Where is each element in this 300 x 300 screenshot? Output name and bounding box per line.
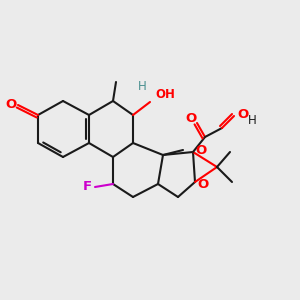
Text: O: O xyxy=(5,98,16,110)
Text: O: O xyxy=(237,107,249,121)
Text: F: F xyxy=(82,181,91,194)
Text: H: H xyxy=(248,115,256,128)
Text: O: O xyxy=(185,112,197,124)
Text: H: H xyxy=(138,80,146,92)
Text: O: O xyxy=(197,178,208,191)
Text: O: O xyxy=(195,143,207,157)
Text: OH: OH xyxy=(155,88,175,100)
